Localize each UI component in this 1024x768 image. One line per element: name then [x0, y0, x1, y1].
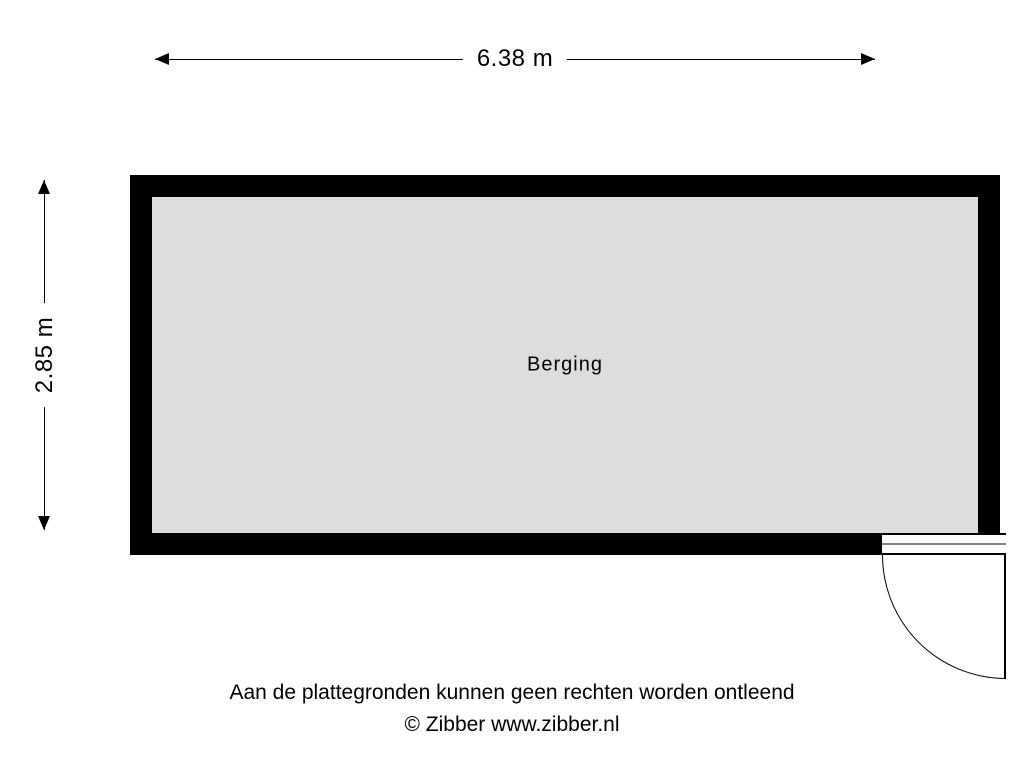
width-dimension-label: 6.38 m — [463, 45, 567, 73]
arrow-down-icon — [38, 516, 50, 530]
width-dimension: 6.38 m — [155, 45, 875, 75]
disclaimer-text: Aan de plattegronden kunnen geen rechten… — [0, 677, 1024, 709]
height-dimension: 2.85 m — [30, 180, 60, 530]
room-interior: Berging — [152, 197, 978, 533]
threshold-line — [882, 544, 1006, 545]
footer: Aan de plattegronden kunnen geen rechten… — [0, 677, 1024, 740]
threshold-line — [882, 533, 1006, 535]
door-swing — [882, 555, 1006, 679]
door-threshold — [882, 533, 1006, 555]
room-name-label: Berging — [527, 354, 603, 377]
room-walls: Berging — [130, 175, 1000, 555]
copyright-text: © Zibber www.zibber.nl — [0, 709, 1024, 741]
arrow-right-icon — [861, 53, 875, 65]
arrow-left-icon — [155, 53, 169, 65]
door-arc — [882, 555, 1006, 679]
arrow-up-icon — [38, 180, 50, 194]
door-leaf — [1004, 555, 1006, 679]
height-dimension-label: 2.85 m — [31, 303, 59, 407]
floorplan-container: 6.38 m 2.85 m Berging Aan de plattegrond… — [0, 0, 1024, 768]
